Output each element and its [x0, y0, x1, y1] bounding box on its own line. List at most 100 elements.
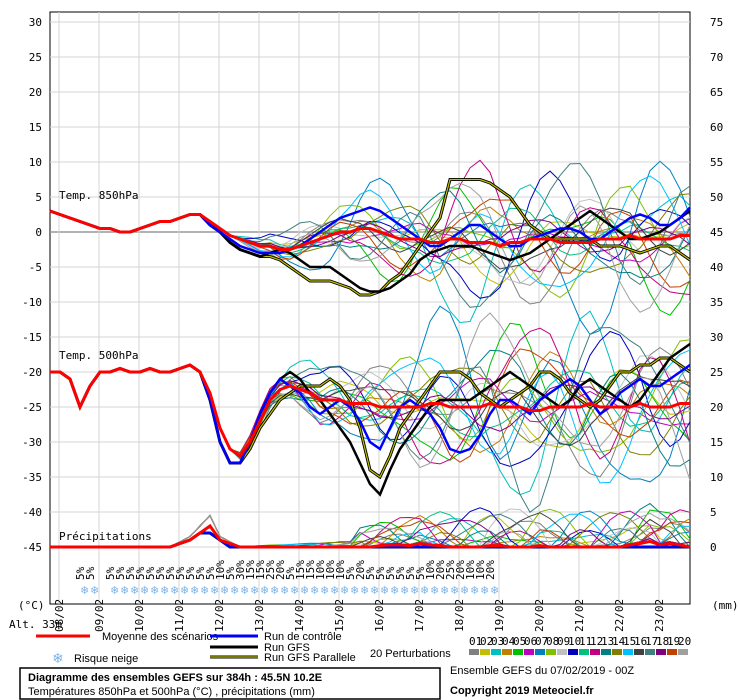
x-tick-label: 21/02 [573, 599, 586, 632]
snow-risk-label: 5% [384, 566, 397, 580]
snow-risk-label: 30% [234, 560, 247, 580]
snow-risk-label: 5% [74, 566, 87, 580]
snow-risk-label: 10% [474, 560, 487, 580]
snowflake-icon: ❄ [260, 584, 269, 597]
perturbation-id-label: 16 [634, 635, 647, 648]
snow-risk-label: 5% [174, 566, 187, 580]
left-tick-label: -40 [22, 506, 42, 519]
perturbation-color-swatch [612, 649, 622, 655]
left-tick-label: -15 [22, 331, 42, 344]
perturbation-id-label: 01 [469, 635, 482, 648]
snow-risk-label: 10% [464, 560, 477, 580]
snowflake-icon: ❄ [52, 651, 64, 667]
snow-risk-label: 10% [334, 560, 347, 580]
altitude-label: Alt. 33m [9, 618, 62, 631]
right-tick-label: 75 [710, 16, 723, 29]
series-moyenne-des-sc-narios-t850 [49, 209, 690, 251]
perturbation-id-label: 19 [667, 635, 680, 648]
snow-risk-row: 5%❄5%❄5%❄5%❄5%❄5%❄5%❄5%❄5%❄5%❄5%❄5%❄5%❄1… [74, 560, 499, 597]
snow-risk-label: 5% [394, 566, 407, 580]
snowflake-icon: ❄ [270, 584, 279, 597]
snow-risk-label: 20% [484, 560, 497, 580]
legend-mean-label: Moyenne des scénarios [102, 631, 219, 643]
x-tick-label: 20/02 [533, 599, 546, 632]
perturbation-color-swatch [524, 649, 534, 655]
right-tick-label: 25 [710, 366, 723, 379]
perturbation-id-label: 05 [513, 635, 526, 648]
snowflake-icon: ❄ [320, 584, 329, 597]
left-tick-label: 5 [35, 191, 42, 204]
snowflake-icon: ❄ [390, 584, 399, 597]
x-tick-label: 23/02 [653, 599, 666, 632]
right-tick-label: 45 [710, 226, 723, 239]
snow-risk-label: 15% [294, 560, 307, 580]
snowflake-icon: ❄ [250, 584, 259, 597]
snowflake-icon: ❄ [490, 584, 499, 597]
snowflake-icon: ❄ [290, 584, 299, 597]
snowflake-icon: ❄ [160, 584, 169, 597]
x-tick-label: 14/02 [293, 599, 306, 632]
snowflake-icon: ❄ [350, 584, 359, 597]
x-tick-label: 15/02 [333, 599, 346, 632]
snowflake-icon: ❄ [340, 584, 349, 597]
left-tick-label: -20 [22, 366, 42, 379]
left-unit-label: (°C) [18, 599, 45, 612]
x-tick-label: 12/02 [213, 599, 226, 632]
x-axis-labels: 08/02 09/02 10/02 11/02 12/02 13/02 14/02 15/02… [53, 599, 666, 632]
snow-risk-label: 15% [244, 560, 257, 580]
perturbation-id-label: 06 [524, 635, 537, 648]
perturbation-color-swatch [568, 649, 578, 655]
perturbation-id-label: 20 [678, 635, 691, 648]
perturbation-color-swatch [469, 649, 479, 655]
snow-risk-label: 20% [274, 560, 287, 580]
perturbation-color-swatch [667, 649, 677, 655]
left-axis-labels: 30 25 20 15 10 5 0 -5 -10 -15 -20 -25 -30 -35 -40 -45 [22, 16, 42, 554]
legend-snow-label: Risque neige [74, 653, 138, 665]
snow-risk-label: 10% [424, 560, 437, 580]
snow-risk-label: 10% [314, 560, 327, 580]
chart-subtitle: Températures 850hPa et 500hPa (°C) , pré… [28, 686, 315, 698]
perturbation-color-swatch [480, 649, 490, 655]
snow-risk-label: 10% [214, 560, 227, 580]
perturbation-id-label: 04 [502, 635, 516, 648]
perturbation-color-swatch [656, 649, 666, 655]
right-tick-label: 0 [710, 541, 717, 554]
snowflake-icon: ❄ [170, 584, 179, 597]
left-tick-label: -45 [22, 541, 42, 554]
left-tick-label: 30 [29, 16, 42, 29]
left-tick-label: 10 [29, 156, 42, 169]
right-tick-label: 50 [710, 191, 723, 204]
left-tick-label: -5 [29, 261, 42, 274]
snowflake-icon: ❄ [220, 584, 229, 597]
legend-gfs-para-label: Run GFS Parallele [264, 652, 356, 664]
perturbation-color-swatch [634, 649, 644, 655]
x-tick-label: 10/02 [133, 599, 146, 632]
perturbation-id-label: 07 [535, 635, 548, 648]
perturbation-color-swatch [590, 649, 600, 655]
perturbation-id-label: 17 [645, 635, 658, 648]
series-moyenne-des-sc-narios-precip [50, 523, 691, 549]
snowflake-icon: ❄ [330, 584, 339, 597]
snow-risk-label: 5% [104, 566, 117, 580]
snowflake-icon: ❄ [440, 584, 449, 597]
perturbation-color-swatch [557, 649, 567, 655]
snowflake-icon: ❄ [280, 584, 289, 597]
perturbation-color-swatch [535, 649, 545, 655]
snow-risk-label: 20% [454, 560, 467, 580]
perturbation-color-swatch [491, 649, 501, 655]
chart-title: Diagramme des ensembles GEFS sur 384h : … [28, 672, 322, 684]
right-tick-label: 10 [710, 471, 723, 484]
snow-risk-label: 5% [224, 566, 237, 580]
snowflake-icon: ❄ [450, 584, 459, 597]
perturbation-id-label: 18 [656, 635, 669, 648]
perturbation-color-swatch [678, 649, 688, 655]
legend-perturb-label: 20 Perturbations [370, 648, 451, 660]
left-tick-label: -25 [22, 401, 42, 414]
panel-label-precip: Précipitations [59, 530, 152, 543]
perturbation-color-swatch [502, 649, 512, 655]
perturbation-color-swatch [546, 649, 556, 655]
perturbation-id-label: 09 [557, 635, 570, 648]
snowflake-icon: ❄ [190, 584, 199, 597]
